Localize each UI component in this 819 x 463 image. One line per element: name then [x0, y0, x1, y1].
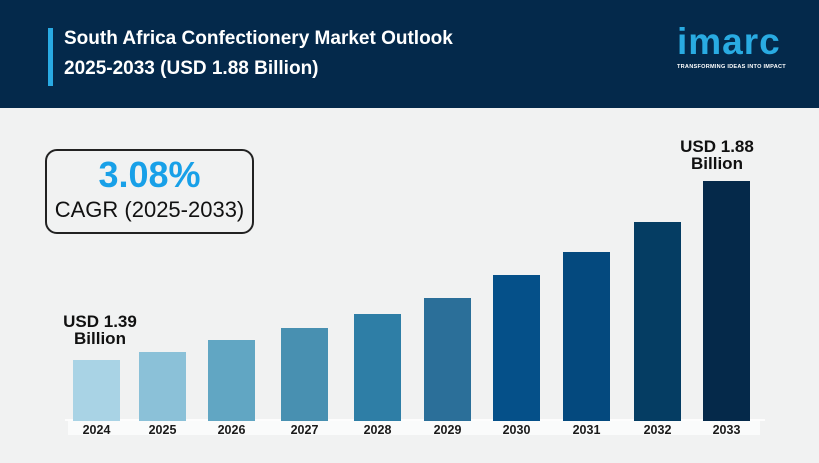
imarc-logo: imarc TRANSFORMING IDEAS INTO IMPACT — [677, 22, 795, 73]
x-tick-2031: 2031 — [572, 423, 601, 437]
x-tick-2027: 2027 — [290, 423, 319, 437]
data-label-2024-line2: Billion — [74, 328, 126, 348]
cagr-badge: 3.08% CAGR (2025-2033) — [45, 149, 254, 234]
x-axis-line — [65, 419, 765, 421]
bar-2025 — [139, 352, 186, 421]
data-label-2024: USD 1.39 Billion — [50, 312, 150, 348]
imarc-logo-text: imarc — [677, 21, 781, 62]
title-accent-bar — [48, 28, 53, 86]
bar-2031 — [563, 252, 610, 421]
header: South Africa Confectionery Market Outloo… — [0, 0, 819, 108]
x-tick-2026: 2026 — [217, 423, 246, 437]
bar-2029 — [424, 298, 471, 421]
data-label-2033-line1: USD 1.88 — [680, 137, 754, 156]
imarc-logo-tagline: TRANSFORMING IDEAS INTO IMPACT — [677, 63, 786, 70]
bar-2026 — [208, 340, 255, 421]
bar-2032 — [634, 222, 681, 421]
cagr-label: CAGR (2025-2033) — [54, 197, 245, 222]
bar-2027 — [281, 328, 328, 421]
data-label-2033-line2: Billion — [691, 153, 743, 173]
bar-2028 — [354, 314, 401, 421]
bar-2033 — [703, 181, 750, 421]
x-tick-2033: 2033 — [712, 423, 741, 437]
bar-2024 — [73, 360, 120, 421]
page-title: South Africa Confectionery Market Outloo… — [64, 24, 453, 84]
x-tick-2032: 2032 — [643, 423, 672, 437]
x-tick-2030: 2030 — [502, 423, 531, 437]
x-tick-2025: 2025 — [148, 423, 177, 437]
x-tick-2024: 2024 — [82, 423, 111, 437]
x-tick-2029: 2029 — [433, 423, 462, 437]
x-tick-2028: 2028 — [363, 423, 392, 437]
cagr-value: 3.08% — [98, 154, 201, 195]
x-axis-band — [68, 420, 760, 435]
page-title-line2: 2025-2033 (USD 1.88 Billion) — [64, 58, 319, 79]
bar-2030 — [493, 275, 540, 421]
data-label-2024-line1: USD 1.39 — [63, 312, 137, 331]
page-title-line1: South Africa Confectionery Market Outloo… — [64, 28, 453, 49]
data-label-2033: USD 1.88 Billion — [667, 137, 767, 173]
